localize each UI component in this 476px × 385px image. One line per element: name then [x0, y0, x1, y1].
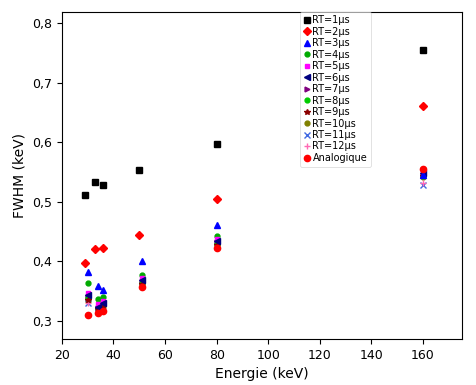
RT=12μs — [95, 309, 101, 314]
RT=3μs — [420, 173, 426, 177]
RT=7μs — [100, 301, 106, 306]
RT=12μs — [214, 244, 219, 249]
RT=11μs — [95, 308, 101, 313]
Line: RT=7μs: RT=7μs — [85, 172, 426, 310]
Analogique — [214, 246, 219, 251]
RT=4μs — [420, 167, 426, 172]
RT=6μs — [100, 301, 106, 305]
RT=7μs — [95, 306, 101, 310]
RT=7μs — [214, 240, 219, 245]
RT=9μs — [139, 282, 145, 286]
RT=3μs — [95, 284, 101, 289]
Analogique — [420, 166, 426, 171]
RT=3μs — [85, 270, 90, 275]
RT=9μs — [100, 304, 106, 308]
RT=10μs — [100, 305, 106, 310]
Line: RT=6μs: RT=6μs — [85, 171, 426, 310]
Analogique — [95, 311, 101, 316]
RT=11μs — [100, 306, 106, 310]
Line: RT=8μs: RT=8μs — [85, 173, 426, 311]
RT=12μs — [139, 283, 145, 288]
RT=3μs — [214, 222, 219, 227]
RT=8μs — [214, 241, 219, 246]
RT=7μs — [85, 294, 90, 299]
RT=3μs — [139, 259, 145, 264]
Line: RT=9μs: RT=9μs — [85, 174, 426, 312]
RT=1μs — [214, 141, 219, 146]
RT=6μs — [85, 293, 90, 298]
RT=8μs — [85, 296, 90, 301]
RT=1μs — [137, 168, 142, 173]
Line: Analogique: Analogique — [85, 166, 426, 318]
Line: RT=5μs: RT=5μs — [85, 169, 426, 307]
RT=2μs — [137, 233, 142, 238]
RT=4μs — [85, 281, 90, 286]
RT=8μs — [420, 174, 426, 178]
RT=3μs — [100, 288, 106, 292]
RT=5μs — [85, 291, 90, 295]
RT=11μs — [85, 300, 90, 305]
RT=12μs — [85, 301, 90, 305]
Line: RT=4μs: RT=4μs — [85, 167, 426, 301]
RT=11μs — [214, 244, 219, 248]
RT=2μs — [420, 103, 426, 108]
RT=9μs — [95, 307, 101, 311]
RT=6μs — [214, 239, 219, 244]
RT=5μs — [95, 302, 101, 306]
RT=6μs — [139, 278, 145, 283]
Analogique — [85, 313, 90, 317]
RT=4μs — [100, 295, 106, 300]
Line: RT=3μs: RT=3μs — [85, 172, 426, 293]
RT=8μs — [100, 303, 106, 307]
Analogique — [100, 309, 106, 314]
Analogique — [139, 285, 145, 290]
RT=1μs — [82, 193, 88, 198]
RT=10μs — [420, 175, 426, 179]
RT=10μs — [214, 243, 219, 248]
Line: RT=2μs: RT=2μs — [82, 103, 426, 265]
RT=1μs — [420, 47, 426, 52]
RT=2μs — [214, 197, 219, 201]
Line: RT=12μs: RT=12μs — [85, 180, 426, 314]
Line: RT=11μs: RT=11μs — [85, 182, 426, 314]
X-axis label: Energie (keV): Energie (keV) — [215, 367, 308, 381]
RT=9μs — [85, 298, 90, 303]
RT=6μs — [95, 305, 101, 309]
Line: RT=10μs: RT=10μs — [85, 174, 426, 313]
RT=12μs — [100, 306, 106, 311]
RT=8μs — [95, 306, 101, 311]
RT=2μs — [82, 260, 88, 265]
RT=1μs — [92, 179, 98, 184]
RT=4μs — [95, 296, 101, 301]
RT=12μs — [420, 181, 426, 185]
RT=10μs — [95, 308, 101, 313]
RT=5μs — [214, 237, 219, 242]
RT=5μs — [420, 169, 426, 174]
RT=4μs — [139, 272, 145, 277]
RT=10μs — [139, 282, 145, 287]
RT=7μs — [139, 280, 145, 284]
Line: RT=1μs: RT=1μs — [82, 47, 426, 198]
Legend: RT=1μs, RT=2μs, RT=3μs, RT=4μs, RT=5μs, RT=6μs, RT=7μs, RT=8μs, RT=9μs, RT=10μs,: RT=1μs, RT=2μs, RT=3μs, RT=4μs, RT=5μs, … — [300, 12, 371, 167]
RT=5μs — [139, 275, 145, 280]
RT=2μs — [92, 247, 98, 251]
RT=6μs — [420, 171, 426, 176]
RT=9μs — [420, 174, 426, 179]
RT=8μs — [139, 281, 145, 285]
RT=11μs — [420, 183, 426, 187]
RT=2μs — [100, 246, 106, 251]
Y-axis label: FWHM (keV): FWHM (keV) — [12, 133, 27, 218]
RT=10μs — [85, 299, 90, 304]
RT=5μs — [100, 298, 106, 303]
RT=7μs — [420, 172, 426, 177]
RT=4μs — [214, 234, 219, 238]
RT=11μs — [139, 283, 145, 288]
RT=1μs — [100, 183, 106, 187]
RT=9μs — [214, 243, 219, 247]
